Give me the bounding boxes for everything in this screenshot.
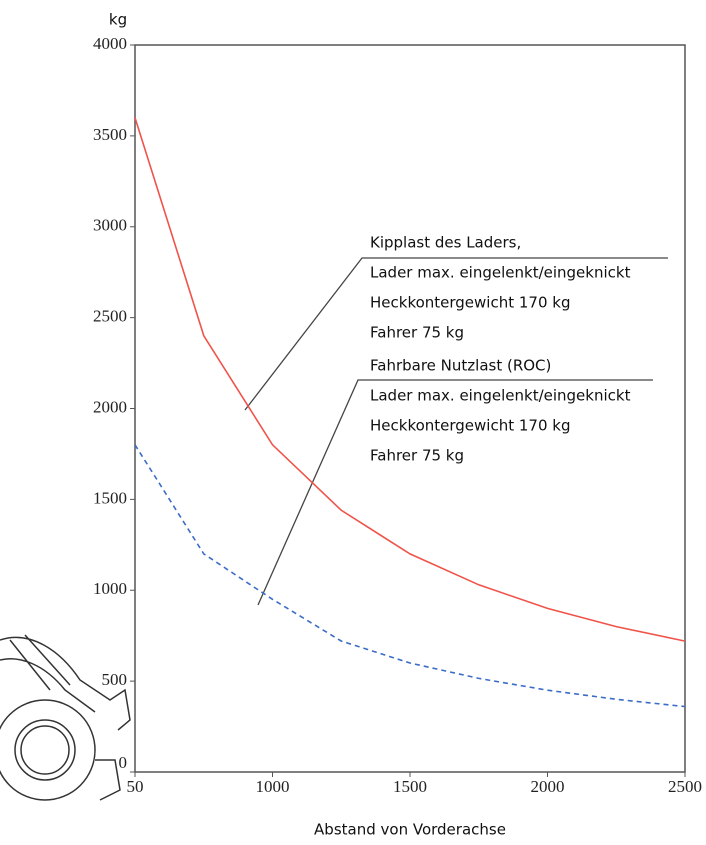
x-tick-label: 1500 [393,777,427,796]
annotation-line: Fahrer 75 kg [370,447,464,465]
annotation-line: Fahrbare Nutzlast (ROC) [370,357,551,375]
x-tick-label: 1000 [256,777,290,796]
page: {"chart_data": { "type": "line", "y_unit… [0,0,706,840]
y-tick-label: 4000 [93,34,127,53]
y-tick-label: 1500 [93,488,127,507]
machine-drawing [0,635,130,800]
y-tick-label: 2000 [93,397,127,416]
chart: kg Abstand von Vorderachse 0 500 1000 1500 2… [0,0,706,840]
annotation-line: Lader max. eingelenkt/eingeknickt [370,387,631,405]
x-axis-label: Abstand von Vorderachse [314,821,506,839]
annotation-line: Heckkontergewicht 170 kg [370,417,571,435]
y-tick-label: 3000 [93,216,127,235]
y-tick-label: 0 [119,753,128,772]
annotation-line: Fahrer 75 kg [370,324,464,342]
x-tick-label: 2500 [668,777,702,796]
leader-line [258,380,653,605]
annotation-line: Lader max. eingelenkt/eingeknickt [370,264,631,282]
series-line [135,445,685,707]
annotation-line: Heckkontergewicht 170 kg [370,294,571,312]
x-tick-label: 2000 [531,777,565,796]
y-unit: kg [109,11,127,29]
annotation-line: Kipplast des Laders, [370,234,521,252]
x-tick-label: 50 [127,777,144,796]
y-tick-label: 2500 [93,307,127,326]
y-tick-label: 1000 [93,579,127,598]
y-tick-label: 3500 [93,125,127,144]
y-tick-label: 500 [102,670,128,689]
